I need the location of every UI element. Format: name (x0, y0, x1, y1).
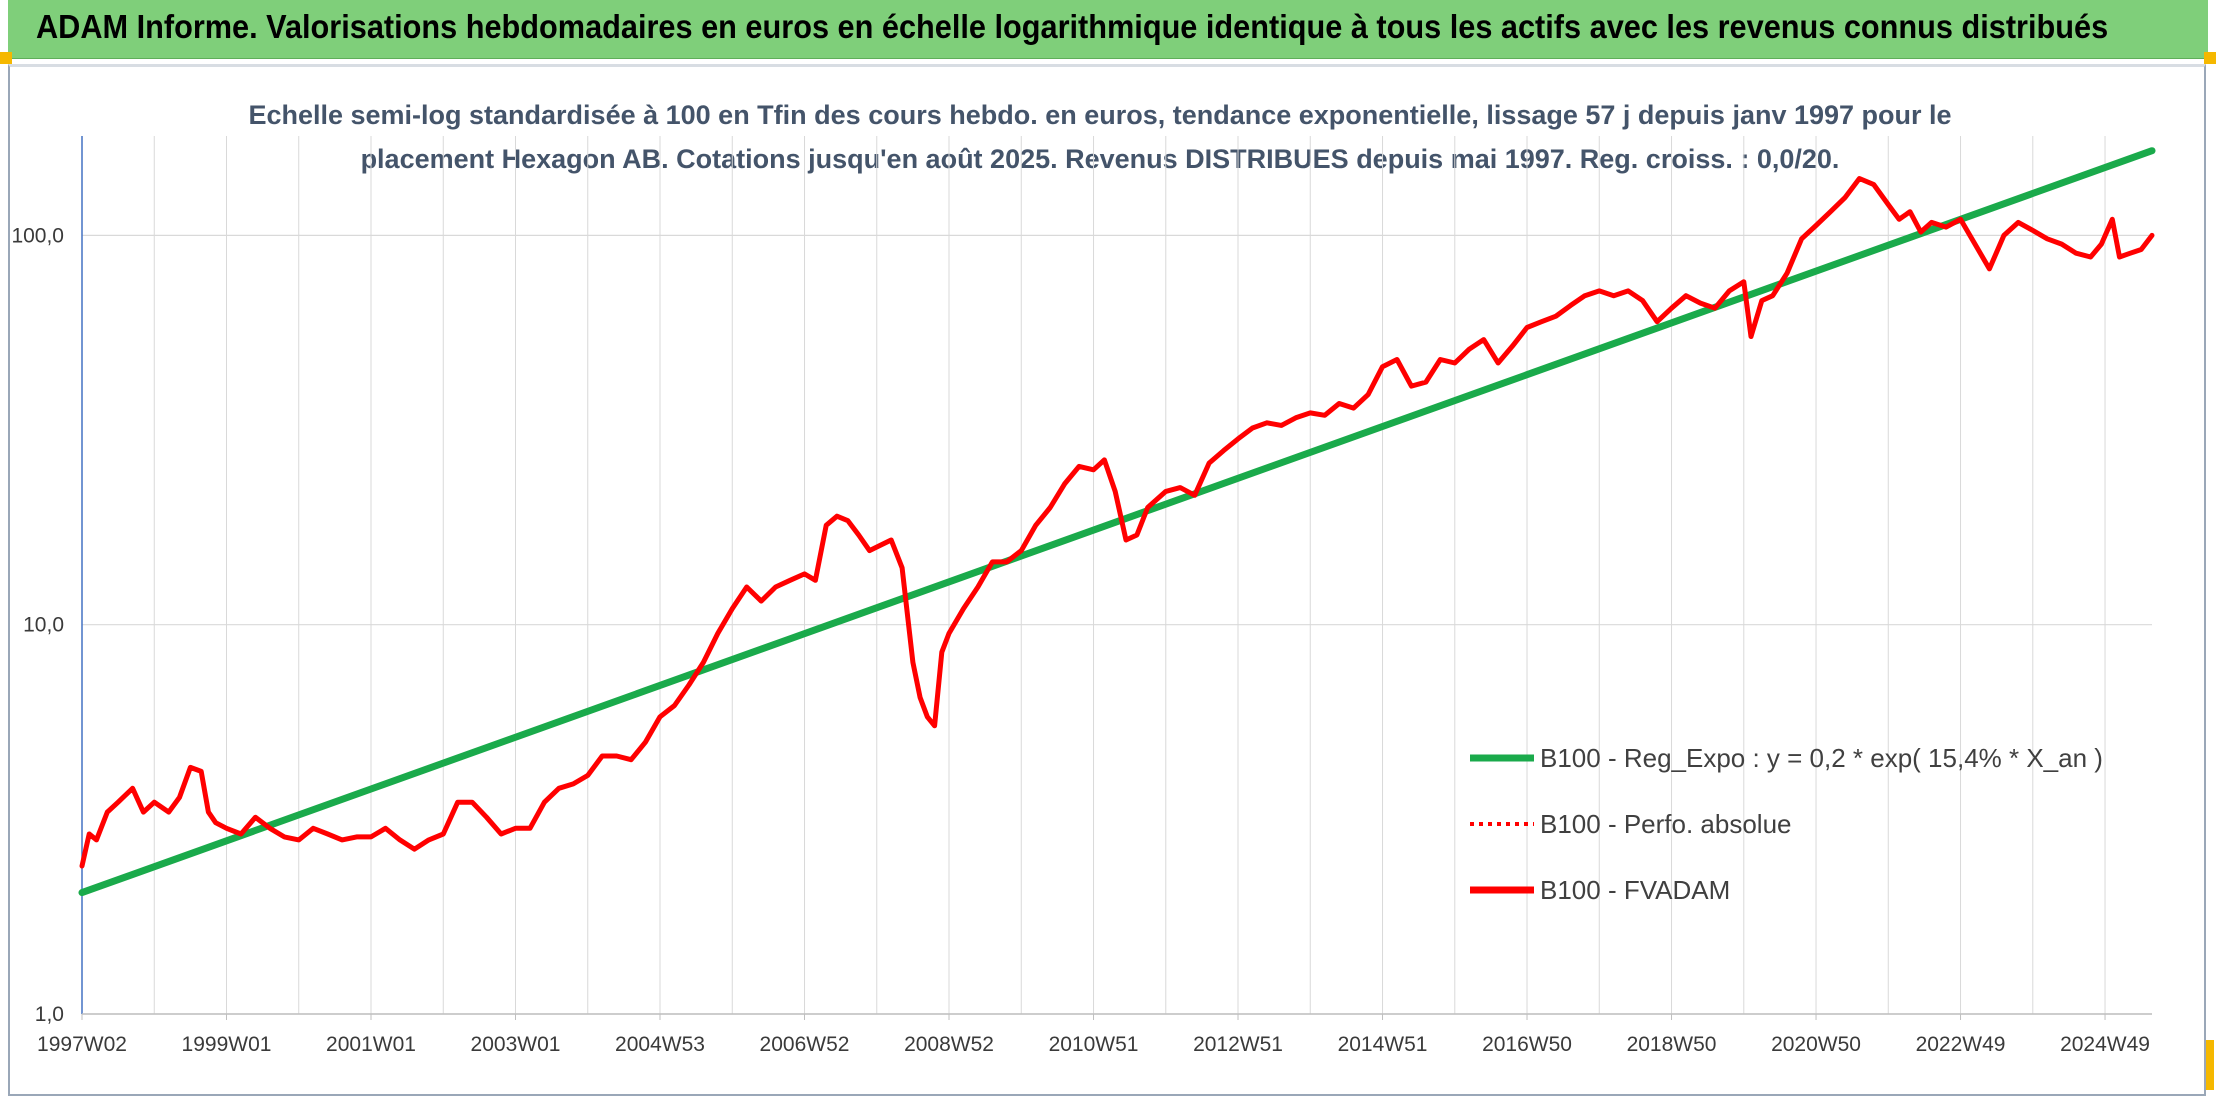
x-tick-label: 2018W50 (1627, 1033, 1717, 1056)
x-tick-label: 1997W02 (37, 1033, 127, 1056)
y-tick-label: 1,0 (35, 1003, 64, 1026)
report-title: ADAM Informe. Valorisations hebdomadaire… (36, 8, 2109, 45)
x-tick-label: 2024W49 (2060, 1033, 2150, 1056)
legend-label: B100 - FVADAM (1540, 875, 1730, 905)
series-line-2 (79, 176, 2155, 869)
corner-marker (2204, 1040, 2214, 1090)
series-lines (78, 147, 2156, 897)
chart-subtitle-line-2: placement Hexagon AB. Cotations jusqu'en… (360, 144, 1840, 174)
y-tick-labels: 1,0 10,0 100,0 (11, 224, 64, 1026)
x-tick-label: 1999W01 (182, 1033, 272, 1056)
series-line-0 (78, 147, 2156, 897)
legend-label: B100 - Perfo. absolue (1540, 809, 1792, 839)
x-tick-label: 2008W52 (904, 1033, 994, 1056)
chart-frame (8, 64, 2206, 1096)
x-tick-label: 2006W52 (760, 1033, 850, 1056)
x-tick-label: 2010W51 (1049, 1033, 1139, 1056)
y-tick-label: 10,0 (23, 614, 64, 637)
x-tick-label: 2004W53 (615, 1033, 705, 1056)
gridlines (81, 136, 2152, 1015)
chart-subtitle-line-1: Echelle semi-log standardisée à 100 en T… (248, 100, 1952, 130)
x-tick-label: 2022W49 (1916, 1033, 2006, 1056)
x-tick-label: 2001W01 (326, 1033, 416, 1056)
legend: B100 - Reg_Expo : y = 0,2 * exp( 15,4% *… (1470, 743, 2103, 905)
x-tick-labels: 1997W02 1999W01 2001W01 2003W01 2004W53 2006W… (37, 1014, 2150, 1056)
x-tick-label: 2012W51 (1193, 1033, 1283, 1056)
legend-label: B100 - Reg_Expo : y = 0,2 * exp( 15,4% *… (1540, 743, 2103, 773)
title-banner: ADAM Informe. Valorisations hebdomadaire… (8, 0, 2208, 59)
x-tick-label: 2003W01 (471, 1033, 561, 1056)
x-tick-label: 2016W50 (1482, 1033, 1572, 1056)
corner-marker (0, 52, 12, 64)
corner-marker (2204, 52, 2216, 64)
axes (81, 136, 2152, 1015)
x-tick-label: 2020W50 (1771, 1033, 1861, 1056)
x-tick-label: 2014W51 (1338, 1033, 1428, 1056)
y-tick-label: 100,0 (11, 224, 64, 247)
